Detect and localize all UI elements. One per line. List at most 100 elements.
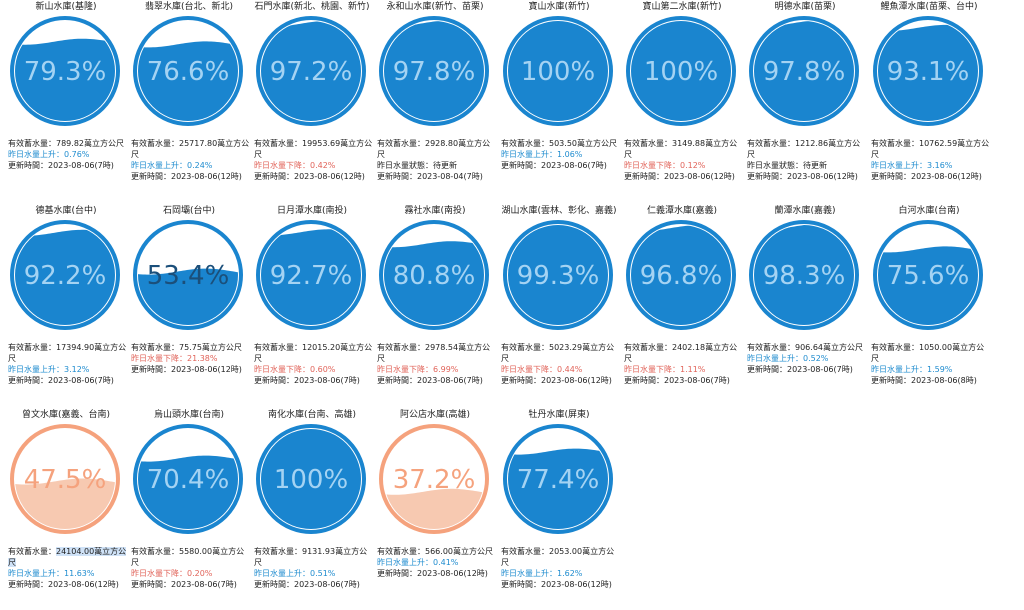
storage-value: 906.64萬立方公尺 [795,343,863,352]
change-row: 昨日水量上升：0.52% [747,354,829,363]
storage-label: 有效蓄水量： [8,139,56,148]
updated-value: 2023-08-06(12時) [911,172,982,181]
reservoir-name: 寶山第二水庫(新竹) [642,2,722,12]
updated-label: 更新時間： [871,376,911,385]
reservoir-info: 有效蓄水量：12015.20萬立方公尺 昨日水量下降：0.60% 更新時間：2023… [254,342,374,386]
storage-value: 19953.69萬立方公尺 [254,139,373,159]
storage-label: 有效蓄水量： [254,343,302,352]
water-fill [754,21,854,121]
storage-value: 2053.00萬立方公尺 [501,547,615,567]
storage-label: 有效蓄水量： [624,139,672,148]
storage-label: 有效蓄水量： [871,343,919,352]
storage-row: 有效蓄水量：5023.29萬立方公尺 [501,342,621,364]
reservoir-card: 永和山水庫(新竹、苗栗) 97.8% 有效蓄水量：2928.80萬立方公尺 昨日水量狀… [373,2,497,202]
change-row: 昨日水量下降：0.12% [624,161,706,170]
updated-label: 更新時間： [8,376,48,385]
reservoir-card: 霧社水庫(南投) 80.8% 有效蓄水量：2978.54萬立方公尺 昨日水量下降：6.… [373,206,497,406]
reservoir-info: 有效蓄水量：5580.00萬立方公尺 昨日水量下降：0.20% 更新時間：2023-… [131,546,251,590]
updated-label: 更新時間： [254,172,294,181]
updated-row: 更新時間：2023-08-06(12時) [624,171,744,182]
reservoir-info: 有效蓄水量：24104.00萬立方公尺 昨日水量上升：11.63% 更新時間：202… [8,546,128,590]
water-level-gauge: 92.7% [256,220,366,330]
water-fill [138,41,238,121]
storage-row: 有效蓄水量：1212.86萬立方公尺 [747,138,867,160]
storage-row: 有效蓄水量：566.00萬立方公尺 [377,546,497,557]
updated-value: 2023-08-06(12時) [541,580,612,589]
change-row: 昨日水量狀態：待更新 [377,161,457,170]
percent-label: 98.3% [763,261,846,291]
water-fill [261,429,361,529]
change-row: 昨日水量上升：3.12% [8,365,90,374]
water-level-gauge: 75.6% [873,220,983,330]
reservoir-card: 石門水庫(新北、桃園、新竹) 97.2% 有效蓄水量：19953.69萬立方公尺 昨日… [250,2,374,202]
updated-label: 更新時間： [254,580,294,589]
percent-label: 76.6% [147,57,230,87]
updated-row: 更新時間：2023-08-06(8時) [871,375,991,386]
change-row: 昨日水量下降：1.11% [624,365,706,374]
water-level-gauge: 70.4% [133,424,243,534]
water-level-gauge: 100% [626,16,736,126]
water-fill [508,448,608,529]
change-row: 昨日水量下降：0.60% [254,365,336,374]
updated-label: 更新時間： [747,172,787,181]
reservoir-card: 蘭潭水庫(嘉義) 98.3% 有效蓄水量：906.64萬立方公尺 昨日水量上升：0.5… [743,206,867,406]
storage-value: 1050.00萬立方公尺 [871,343,985,363]
storage-value: 75.75萬立方公尺 [179,343,242,352]
water-fill [508,225,608,325]
reservoir-card: 南化水庫(台南、高雄) 100% 有效蓄水量：9131.93萬立方公尺 昨日水量上升：… [250,410,374,610]
change-row: 昨日水量下降：0.44% [501,365,583,374]
water-fill [138,455,238,529]
water-fill [754,225,854,325]
updated-row: 更新時間：2023-08-06(7時) [501,160,621,171]
storage-value: 2978.54萬立方公尺 [377,343,491,363]
change-row: 昨日水量上升：0.76% [8,150,90,159]
water-level-gauge: 47.5% [10,424,120,534]
storage-label: 有效蓄水量： [377,547,425,556]
percent-label: 93.1% [887,57,970,87]
change-row: 昨日水量上升：3.16% [871,161,953,170]
water-fill [384,241,484,325]
reservoir-name: 新山水庫(基隆) [35,2,97,12]
updated-row: 更新時間：2023-08-06(7時) [747,364,867,375]
water-fill [261,21,361,121]
water-level-gauge: 93.1% [873,16,983,126]
updated-row: 更新時間：2023-08-06(12時) [131,171,251,182]
updated-value: 2023-08-06(7時) [294,580,360,589]
storage-row: 有效蓄水量：789.82萬立方公尺 [8,138,128,149]
water-fill [508,21,608,121]
reservoir-card: 湖山水庫(雲林、彰化、嘉義) 99.3% 有效蓄水量：5023.29萬立方公尺 昨日水… [497,206,621,406]
percent-label: 53.4% [147,261,230,291]
water-level-gauge: 99.3% [503,220,613,330]
reservoir-info: 有效蓄水量：2928.80萬立方公尺 昨日水量狀態：待更新 更新時間：2023-08… [377,138,497,182]
updated-label: 更新時間： [131,365,171,374]
updated-value: 2023-08-06(12時) [787,172,858,181]
storage-label: 有效蓄水量： [377,139,425,148]
updated-row: 更新時間：2023-08-06(12時) [871,171,991,182]
storage-row: 有效蓄水量：2928.80萬立方公尺 [377,138,497,160]
reservoir-info: 有效蓄水量：25717.80萬立方公尺 昨日水量上升：0.24% 更新時間：2023… [131,138,251,182]
updated-value: 2023-08-06(7時) [787,365,853,374]
storage-label: 有效蓄水量： [131,139,179,148]
change-row: 昨日水量下降：0.42% [254,161,336,170]
storage-value: 2402.18萬立方公尺 [624,343,738,363]
percent-label: 97.8% [393,57,476,87]
storage-row: 有效蓄水量：10762.59萬立方公尺 [871,138,991,160]
storage-label: 有效蓄水量： [501,343,549,352]
reservoir-info: 有效蓄水量：566.00萬立方公尺 昨日水量上升：0.41% 更新時間：2023-0… [377,546,497,579]
percent-label: 97.2% [270,57,353,87]
storage-value: 1212.86萬立方公尺 [747,139,861,159]
change-row: 昨日水量上升：1.06% [501,150,583,159]
water-level-gauge: 92.2% [10,220,120,330]
water-fill [878,246,978,325]
reservoir-info: 有效蓄水量：19953.69萬立方公尺 昨日水量下降：0.42% 更新時間：2023… [254,138,374,182]
storage-label: 有效蓄水量： [747,139,795,148]
updated-label: 更新時間： [871,172,911,181]
storage-label: 有效蓄水量： [254,139,302,148]
reservoir-name: 石岡壩(台中) [162,206,216,216]
reservoir-name: 白河水庫(台南) [898,206,960,216]
updated-value: 2023-08-06(7時) [48,376,114,385]
reservoir-name: 日月潭水庫(南投) [276,206,348,216]
reservoir-name: 烏山頭水庫(台南) [153,410,225,420]
percent-label: 75.6% [887,261,970,291]
percent-label: 37.2% [393,465,476,495]
